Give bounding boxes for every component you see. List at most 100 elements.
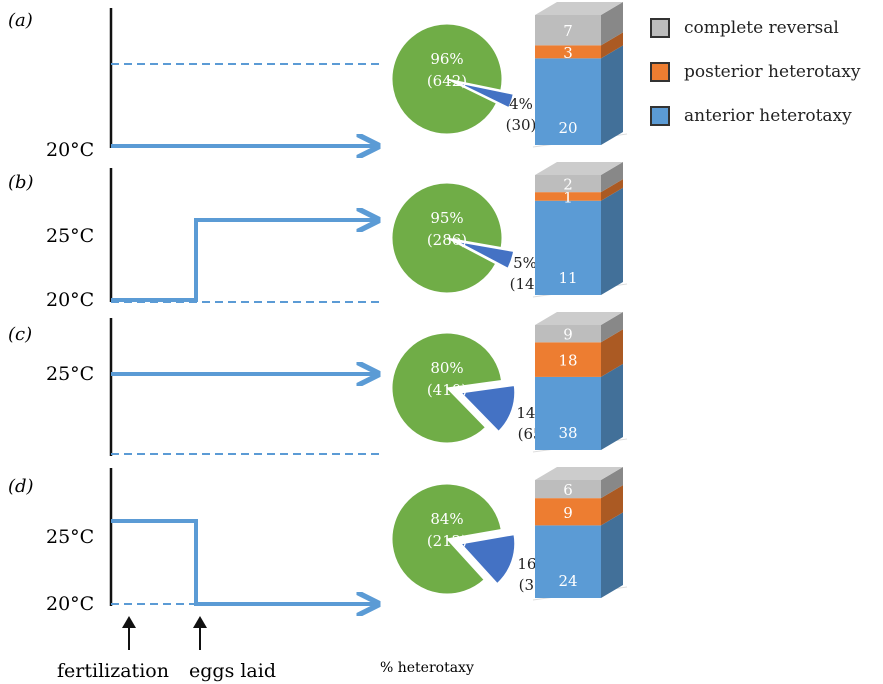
bar-top-complete-reversal	[535, 312, 623, 325]
bar-side-anterior-heterotaxy	[601, 512, 623, 598]
panel-d: (d) 25°C 20°C	[8, 468, 378, 615]
fertilization-label: fertilization	[57, 660, 169, 682]
pie-slice-normal	[391, 483, 502, 595]
panel-c: (c) 25°C	[8, 318, 380, 456]
panel-label-d: (d)	[8, 476, 34, 497]
eggs-laid-arrow-head	[193, 616, 207, 628]
bar-side-complete-reversal	[601, 312, 623, 343]
panel-label-a: (a)	[8, 10, 33, 31]
pie-chart-3: 84%(212)16%(39)	[391, 483, 551, 595]
bar-label-anterior-heterotaxy: 11	[558, 269, 577, 287]
pie-chart-1: 95% (286) 5% (14)	[391, 182, 541, 294]
bar-label-posterior-heterotaxy: 18	[558, 352, 577, 370]
bar-segment-posterior-heterotaxy	[535, 498, 601, 526]
stacked-bar-2: 38 18 9	[532, 312, 628, 453]
bar-top-complete-reversal	[535, 162, 623, 175]
pie-slice-heterotaxy	[458, 383, 517, 434]
pie-slice-heterotaxy	[458, 532, 517, 586]
legend-swatch-complete-reversal	[650, 18, 670, 38]
legend-item-posterior-heterotaxy: posterior heterotaxy	[650, 58, 860, 86]
temp-label-b-20: 20°C	[46, 289, 94, 311]
pie-label-normal-pct: 80%	[430, 359, 463, 377]
bar-segment-posterior-heterotaxy	[535, 192, 601, 201]
pie-label-heterotaxy-pct: 4%	[509, 95, 533, 113]
panel-label-c: (c)	[8, 324, 32, 345]
fertilization-arrow-head	[122, 616, 136, 628]
pie-label-normal-count: (286)	[427, 231, 467, 249]
pie-label-normal-count: (410)	[427, 381, 467, 399]
bar-side-posterior-heterotaxy	[601, 32, 623, 59]
bar-side-complete-reversal	[601, 2, 623, 46]
pie-slice-heterotaxy	[454, 80, 515, 110]
temp-label-d-20: 20°C	[46, 593, 94, 615]
bar-segment-complete-reversal	[535, 325, 601, 343]
bar-segment-complete-reversal	[535, 480, 601, 499]
bar-segment-anterior-heterotaxy	[535, 200, 601, 295]
pie-label-normal-count: (642)	[427, 72, 467, 90]
bar-segment-anterior-heterotaxy	[535, 525, 601, 598]
pie-slice-normal	[391, 23, 503, 135]
legend-item-complete-reversal: complete reversal	[650, 14, 839, 42]
bar-side-posterior-heterotaxy	[601, 485, 623, 526]
bar-segment-posterior-heterotaxy	[535, 342, 601, 377]
bar-side-anterior-heterotaxy	[601, 187, 623, 295]
temp-label-c-25: 25°C	[46, 363, 94, 385]
bar-segment-anterior-heterotaxy	[535, 58, 601, 146]
bar-segment-posterior-heterotaxy	[535, 45, 601, 59]
pie-slice-heterotaxy	[454, 239, 516, 271]
panel-a: (a) 20°C	[8, 8, 380, 161]
bar-label-complete-reversal: 7	[563, 22, 573, 40]
legend-label-posterior-heterotaxy: posterior heterotaxy	[684, 62, 861, 82]
bar-label-complete-reversal: 6	[563, 481, 573, 499]
legend-swatch-posterior-heterotaxy	[650, 62, 670, 82]
bar-segment-complete-reversal	[535, 175, 601, 193]
bar-label-posterior-heterotaxy: 3	[563, 44, 573, 62]
pie-chart-0: 96% (642) 4% (30)	[391, 23, 537, 135]
legend-swatch-anterior-heterotaxy	[650, 106, 670, 126]
pie-slice-normal	[391, 332, 503, 444]
bar-segment-anterior-heterotaxy	[535, 376, 601, 450]
legend-label-anterior-heterotaxy: anterior heterotaxy	[684, 106, 852, 126]
bar-side-complete-reversal	[601, 467, 623, 499]
temp-label-a-20: 20°C	[46, 139, 94, 161]
bar-label-complete-reversal: 9	[563, 326, 573, 344]
pie-label-normal-count: (212)	[427, 532, 467, 550]
stacked-bar-3: 24 9 6	[532, 467, 628, 601]
bar-label-anterior-heterotaxy: 24	[558, 572, 577, 590]
bar-top-complete-reversal	[535, 2, 623, 15]
panel-d-arrow	[111, 519, 378, 604]
bar-side-complete-reversal	[601, 162, 623, 193]
bar-label-anterior-heterotaxy: 38	[558, 424, 577, 442]
bar-side-anterior-heterotaxy	[601, 363, 623, 450]
pie-label-normal-pct: 95%	[430, 209, 463, 227]
bar-segment-complete-reversal	[535, 15, 601, 46]
bar-label-complete-reversal: 2	[563, 176, 573, 194]
timeline-annotations: fertilization eggs laid % heterotaxy	[57, 616, 474, 682]
panel-b: (b) 25°C 20°C	[8, 168, 380, 311]
pie-chart-2: 80%(410)14%(65)	[391, 332, 550, 444]
bar-label-posterior-heterotaxy: 1	[563, 188, 573, 206]
bar-side-posterior-heterotaxy	[601, 179, 623, 201]
pie-label-heterotaxy-pct: 5%	[513, 254, 537, 272]
bar-side-anterior-heterotaxy	[601, 45, 623, 146]
bar-label-anterior-heterotaxy: 20	[558, 119, 577, 137]
heterotaxy-label: % heterotaxy	[380, 660, 474, 676]
temp-label-d-25: 25°C	[46, 526, 94, 548]
legend-item-anterior-heterotaxy: anterior heterotaxy	[650, 102, 852, 130]
bar-label-posterior-heterotaxy: 9	[563, 504, 573, 522]
pie-label-heterotaxy-count: (14)	[510, 275, 541, 293]
bar-side-posterior-heterotaxy	[601, 329, 623, 377]
eggs-laid-label: eggs laid	[189, 660, 276, 682]
panel-b-arrow	[111, 220, 378, 302]
pie-label-normal-pct: 96%	[430, 50, 463, 68]
panel-label-b: (b)	[8, 172, 34, 193]
pie-label-heterotaxy-count: (30)	[506, 116, 537, 134]
pie-slice-normal	[391, 182, 503, 294]
bar-top-complete-reversal	[535, 467, 623, 480]
legend-label-complete-reversal: complete reversal	[684, 18, 839, 38]
temp-label-b-25: 25°C	[46, 225, 94, 247]
